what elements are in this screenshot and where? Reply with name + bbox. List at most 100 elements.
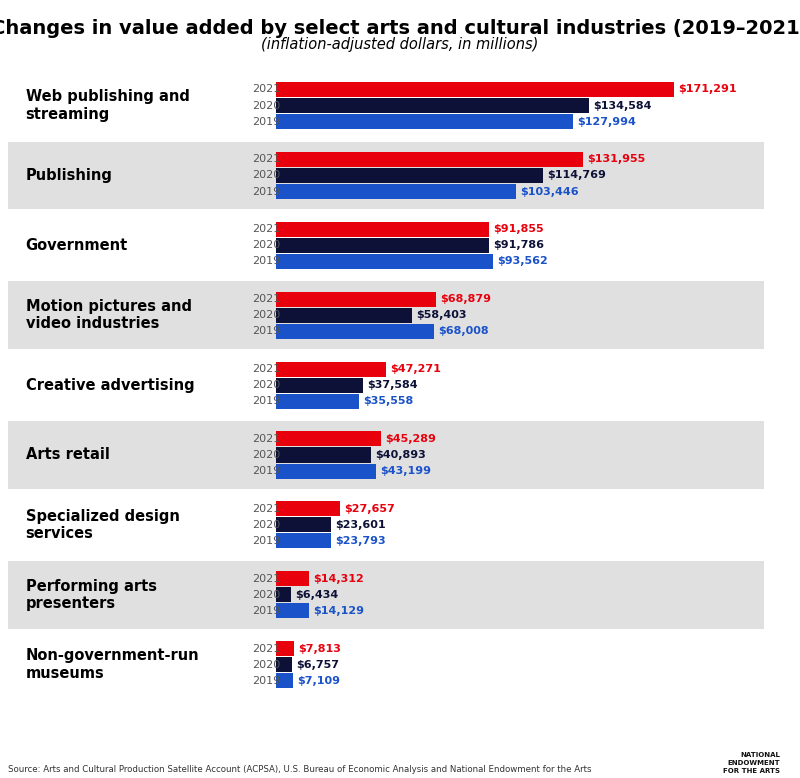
Bar: [276, 587, 291, 602]
Bar: [276, 168, 542, 183]
FancyBboxPatch shape: [276, 561, 764, 629]
Bar: [276, 501, 340, 517]
Text: 2021: 2021: [252, 85, 280, 94]
FancyBboxPatch shape: [228, 421, 280, 489]
Text: 2019: 2019: [252, 536, 280, 546]
Text: 2021: 2021: [252, 434, 280, 444]
Bar: [276, 571, 310, 586]
Text: $131,955: $131,955: [587, 154, 645, 164]
Bar: [276, 362, 386, 377]
Text: $58,403: $58,403: [416, 310, 466, 321]
Text: $35,558: $35,558: [363, 396, 413, 406]
FancyBboxPatch shape: [8, 421, 228, 489]
Text: $14,312: $14,312: [314, 573, 364, 584]
Bar: [276, 98, 589, 113]
Text: 2021: 2021: [252, 294, 280, 304]
Text: 2021: 2021: [252, 504, 280, 513]
Text: 2020: 2020: [252, 450, 280, 460]
Text: 2019: 2019: [252, 187, 280, 197]
Text: Publishing: Publishing: [26, 168, 113, 183]
Text: 2021: 2021: [252, 573, 280, 584]
Text: 2021: 2021: [252, 154, 280, 164]
Text: 2020: 2020: [252, 310, 280, 321]
Text: 2020: 2020: [252, 240, 280, 251]
Text: Arts retail: Arts retail: [26, 447, 110, 462]
Bar: [276, 82, 674, 97]
Text: 2021: 2021: [252, 643, 280, 654]
Bar: [276, 603, 309, 619]
Bar: [276, 152, 582, 167]
Text: Non-government-run
museums: Non-government-run museums: [26, 648, 199, 681]
Text: 2020: 2020: [252, 380, 280, 390]
Bar: [276, 517, 331, 532]
Text: $91,786: $91,786: [494, 240, 545, 251]
Text: $68,879: $68,879: [440, 294, 491, 304]
Bar: [276, 324, 434, 338]
Bar: [276, 534, 331, 548]
Text: (inflation-adjusted dollars, in millions): (inflation-adjusted dollars, in millions…: [262, 37, 538, 52]
Bar: [276, 432, 382, 447]
Text: $23,793: $23,793: [335, 536, 386, 546]
Text: $43,199: $43,199: [381, 466, 431, 476]
Text: $103,446: $103,446: [521, 187, 579, 197]
Text: $171,291: $171,291: [678, 85, 737, 94]
Text: 2020: 2020: [252, 520, 280, 530]
Bar: [276, 222, 490, 237]
Bar: [276, 254, 494, 269]
Text: $14,129: $14,129: [313, 606, 364, 616]
Text: $68,008: $68,008: [438, 326, 489, 336]
Bar: [276, 464, 376, 478]
Text: $37,584: $37,584: [367, 380, 418, 390]
Text: Performing arts
presenters: Performing arts presenters: [26, 579, 157, 611]
Text: 2019: 2019: [252, 257, 280, 266]
Text: 2019: 2019: [252, 396, 280, 406]
Text: Government: Government: [26, 238, 128, 253]
Text: 2020: 2020: [252, 100, 280, 110]
FancyBboxPatch shape: [276, 421, 764, 489]
FancyBboxPatch shape: [228, 561, 280, 629]
Text: Source: Arts and Cultural Production Satellite Account (ACPSA), U.S. Bureau of E: Source: Arts and Cultural Production Sat…: [8, 765, 591, 774]
Text: 2019: 2019: [252, 606, 280, 616]
Text: 2019: 2019: [252, 117, 280, 127]
Text: 2019: 2019: [252, 676, 280, 685]
Text: $134,584: $134,584: [593, 100, 651, 110]
Text: NATIONAL
ENDOWMENT
FOR THE ARTS: NATIONAL ENDOWMENT FOR THE ARTS: [723, 752, 780, 774]
Text: Web publishing and
streaming: Web publishing and streaming: [26, 89, 190, 122]
Bar: [276, 673, 293, 689]
Bar: [276, 114, 574, 129]
FancyBboxPatch shape: [276, 142, 764, 209]
Text: $6,757: $6,757: [296, 660, 339, 670]
Text: Motion pictures and
video industries: Motion pictures and video industries: [26, 299, 192, 331]
Bar: [276, 447, 371, 462]
Text: $127,994: $127,994: [578, 117, 637, 127]
Text: $93,562: $93,562: [498, 257, 548, 266]
Text: $7,813: $7,813: [298, 643, 342, 654]
Text: Creative advertising: Creative advertising: [26, 377, 194, 393]
Text: $40,893: $40,893: [375, 450, 426, 460]
Bar: [276, 394, 358, 408]
Text: 2020: 2020: [252, 660, 280, 670]
FancyBboxPatch shape: [8, 282, 228, 349]
Text: $7,109: $7,109: [297, 676, 340, 685]
Bar: [276, 308, 412, 323]
Text: 2020: 2020: [252, 170, 280, 180]
Text: Specialized design
services: Specialized design services: [26, 509, 179, 541]
Text: 2019: 2019: [252, 466, 280, 476]
Text: $47,271: $47,271: [390, 364, 441, 374]
FancyBboxPatch shape: [8, 561, 228, 629]
Bar: [276, 377, 363, 393]
FancyBboxPatch shape: [276, 282, 764, 349]
Bar: [276, 657, 292, 672]
Text: Changes in value added by select arts and cultural industries (2019–2021): Changes in value added by select arts an…: [0, 19, 800, 38]
Text: $6,434: $6,434: [295, 590, 338, 600]
Text: $91,855: $91,855: [494, 224, 544, 234]
Bar: [276, 292, 436, 307]
FancyBboxPatch shape: [228, 142, 280, 209]
FancyBboxPatch shape: [228, 282, 280, 349]
Bar: [276, 641, 294, 656]
Text: 2021: 2021: [252, 224, 280, 234]
Text: $45,289: $45,289: [386, 434, 436, 444]
Text: $23,601: $23,601: [335, 520, 386, 530]
Text: $27,657: $27,657: [345, 504, 395, 513]
FancyBboxPatch shape: [8, 142, 228, 209]
